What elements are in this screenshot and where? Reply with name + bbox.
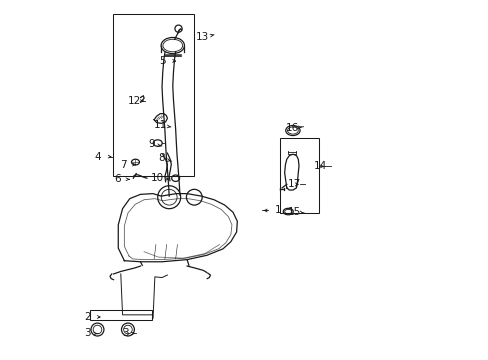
Text: 12: 12 — [127, 96, 141, 106]
Bar — [279, 138, 319, 213]
Text: 4: 4 — [95, 152, 102, 162]
Text: 3: 3 — [84, 328, 91, 338]
Text: 13: 13 — [196, 32, 209, 42]
Text: 7: 7 — [120, 159, 126, 170]
Text: 8: 8 — [158, 153, 164, 163]
Bar — [112, 14, 194, 176]
Text: 15: 15 — [287, 207, 300, 217]
Text: 5: 5 — [159, 56, 165, 66]
Text: 6: 6 — [114, 174, 120, 184]
Text: 9: 9 — [148, 139, 154, 149]
Text: 3: 3 — [122, 328, 128, 338]
Bar — [89, 310, 152, 320]
Text: 10: 10 — [151, 173, 164, 183]
Text: 17: 17 — [287, 179, 300, 189]
Text: 1: 1 — [275, 206, 281, 216]
Text: 2: 2 — [84, 312, 91, 322]
Text: 11: 11 — [153, 121, 166, 130]
Text: 16: 16 — [285, 123, 299, 133]
Text: 14: 14 — [313, 161, 326, 171]
